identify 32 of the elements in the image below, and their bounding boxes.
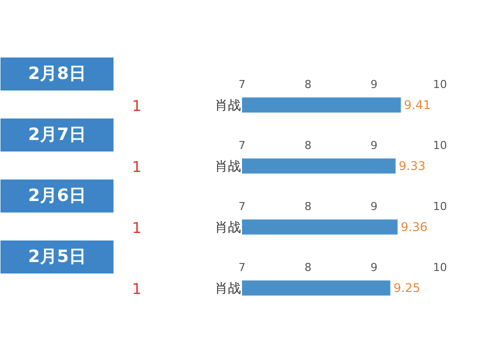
text: 1 (132, 158, 142, 176)
y-tick-label: 肖战 (215, 220, 241, 236)
x-tick-label: 10 (433, 200, 447, 213)
text: 2月8日 (28, 64, 86, 84)
text: 1 (132, 97, 142, 115)
text: 2月6日 (28, 186, 86, 206)
text: 2月7日 (28, 125, 86, 145)
x-tick-label: 9 (370, 260, 378, 274)
data-label: 9.41 (404, 98, 431, 112)
x-tick-label: 9 (370, 200, 378, 213)
x-tick-label: 7 (238, 78, 246, 91)
x-tick-label: 7 (238, 138, 246, 152)
data-label: 9.25 (394, 281, 420, 295)
x-tick-label: 10 (433, 138, 447, 152)
data-label: 9.36 (400, 220, 428, 234)
y-tick-label: 肖战 (215, 282, 241, 297)
x-tick-label: 8 (304, 138, 312, 152)
x-tick-label: 7 (238, 260, 246, 274)
x-tick-label: 7 (238, 200, 246, 213)
text: 1 (132, 280, 142, 298)
x-tick-label: 8 (304, 78, 312, 91)
x-tick-label: 10 (433, 78, 447, 91)
text: 2月5日 (28, 247, 86, 267)
x-tick-label: 9 (370, 138, 378, 152)
text: 1 (132, 219, 142, 237)
y-tick-label: 肖战 (215, 98, 241, 114)
x-tick-label: 9 (370, 78, 378, 91)
x-tick-label: 8 (304, 200, 312, 213)
x-tick-label: 8 (304, 260, 312, 274)
data-label: 9.33 (398, 159, 426, 173)
y-tick-label: 肖战 (215, 160, 241, 175)
x-tick-label: 10 (433, 260, 447, 274)
